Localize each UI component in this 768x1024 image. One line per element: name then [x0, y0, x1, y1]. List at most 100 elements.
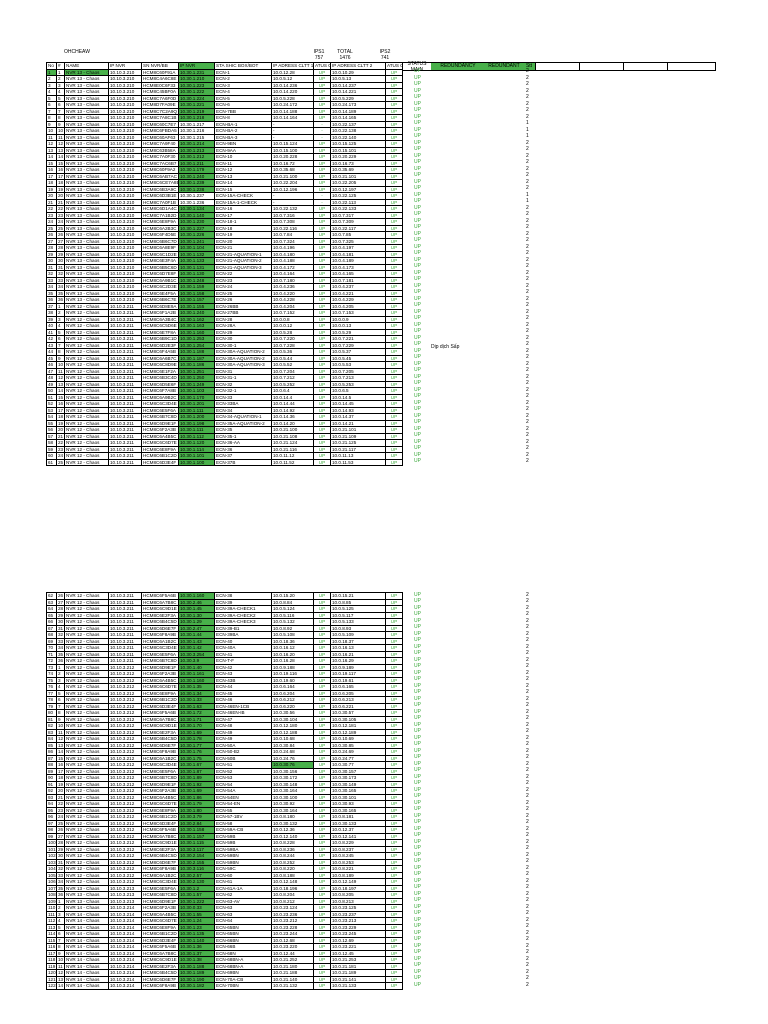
stt-value: 2 [526, 923, 529, 929]
stt-value: 2 [526, 250, 529, 256]
stt-value: 2 [526, 760, 529, 767]
stt-value: 2 [526, 663, 529, 669]
table-cell: HCM8C6B6C7E [141, 296, 179, 304]
main-status: UP [414, 897, 421, 903]
table-row: 5 5 NVR 13 - Chaos 10.10.3.210 HCM8C7A6F0D 10… [46, 94, 403, 102]
table-row: 72 36 NVR 12 - Chaos 10.10.3.211 HCM8C6B7C8D… [46, 657, 403, 665]
main-status: UP [414, 68, 421, 74]
table-cell: HCM8C6E1F2A [141, 367, 179, 375]
main-status: UP [414, 916, 421, 923]
table-cell: HCM8C6B6C7D [141, 237, 179, 245]
table-cell: 114 [46, 930, 57, 938]
main-status: UP [414, 445, 421, 451]
table-cell: HCM8C6E2F3A [141, 728, 179, 736]
stt-value: 2 [526, 438, 529, 445]
ips1-title: IPS1 [313, 49, 325, 55]
table-row: 82 10 NVR 12 - Chaos 10.10.3.212 HCM8C6C9D1E… [46, 722, 403, 730]
table-cell: HCM8C7A9F40 [141, 140, 179, 148]
table-cell: HCM8C6B7C8D [141, 774, 179, 782]
table-row: 43 7 NVR 12 - Chaos 10.10.3.211 HCM8C6D2E3F 1… [46, 341, 403, 349]
table-row: 84 12 NVR 12 - Chaos 10.10.3.212 HCM8C6B4C5D… [46, 735, 403, 743]
stt-value: 2 [526, 942, 529, 949]
stt-value: 2 [526, 968, 529, 975]
status-cell: UP [385, 787, 403, 795]
table-cell: HCM8C6C3D4E [141, 878, 179, 886]
main-status: UP [414, 354, 421, 360]
table-cell: HCM8C6C3D4E [141, 400, 179, 408]
table-row: 103 31 NVR 12 - Chaos 10.10.3.212 HCM8C6D6E7… [46, 858, 403, 866]
stt-value: 2 [526, 237, 529, 243]
stt-value: 2 [526, 806, 529, 812]
table-cell: HCM8C6F5A6B [141, 709, 179, 717]
table-cell: HCM8C6F8A9B [141, 982, 179, 990]
stt-value: 2 [526, 458, 529, 464]
table-cell: HCM8C6E2F3A [141, 962, 179, 970]
table-row: 12 12 NVR 13 - Chaos 10.10.3.210 HCM8C7A9F40… [46, 140, 403, 148]
table-row: 64 28 NVR 12 - Chaos 10.10.3.211 HCM8C6C9D1E… [46, 605, 403, 613]
stt-value: 2 [526, 74, 529, 81]
table-cell: HCM8C6D3E4F [141, 819, 179, 827]
stt-value: 2 [526, 308, 529, 315]
stt-value: 2 [526, 419, 529, 425]
status-cell: UP [385, 904, 403, 912]
stt-value: 2 [526, 100, 529, 107]
main-status: UP [414, 165, 421, 172]
status-cell: UP [385, 754, 403, 762]
status-cell: UP [385, 592, 403, 600]
status-cell: UP [385, 897, 403, 905]
stt-value: 2 [526, 172, 529, 178]
stt-value: 2 [526, 916, 529, 923]
redundant-header: REDUNDANT [485, 63, 524, 70]
status-cell: UP [385, 88, 403, 96]
main-status: UP [414, 302, 421, 308]
main-status: UP [414, 198, 421, 204]
stt-value: 2 [526, 708, 529, 715]
note-text: Dịp dịch Sấp [431, 344, 460, 350]
table-row: 90 18 NVR 12 - Chaos 10.10.3.212 HCM8C6B7C8D… [46, 774, 403, 782]
status-cell: UP [385, 611, 403, 619]
main-status: UP [414, 715, 421, 721]
main-status: UP [414, 321, 421, 328]
table-row: 24 24 NVR 13 - Chaos 10.10.3.210 HCM8C6E8F9A… [46, 218, 403, 226]
status-cell: UP [385, 741, 403, 749]
stt-value: 2 [526, 754, 529, 760]
status-cell: UP [385, 774, 403, 782]
table-row: 58 22 NVR 12 - Chaos 10.10.3.211 HCM8C6C6D7E… [46, 439, 403, 447]
stt-value: 2 [526, 864, 529, 871]
table-row: 21 21 NVR 13 - Chaos 10.10.3.210 HCM8C7A0F1B… [46, 198, 403, 206]
table-cell: ECN-30A-AQUATION-2 [214, 348, 272, 356]
main-status: UP [414, 217, 421, 224]
stt-value: 2 [526, 289, 529, 295]
main-status: UP [414, 650, 421, 656]
table-row: 73 1 NVR 12 - Chaos 10.10.3.212 HCM8C6D9E1F 1… [46, 663, 403, 671]
main-status: UP [414, 676, 421, 682]
column-header: IP ADRESS CLTT 1 [271, 62, 314, 70]
stt-value: 2 [526, 728, 529, 734]
stt-value: 2 [526, 328, 529, 334]
status-cell: UP [385, 735, 403, 743]
main-status: UP [414, 412, 421, 419]
table-cell: 100 [46, 839, 57, 847]
stt-value: 2 [526, 903, 529, 910]
stt-value: 2 [526, 107, 529, 113]
table-cell: HCM8C6D8E9A [141, 302, 179, 310]
status-cell: UP [385, 936, 403, 944]
table-cell: HCM8C6F4D5E [141, 231, 179, 239]
main-status: UP [414, 269, 421, 276]
main-status: UP [414, 812, 421, 819]
status-cell: UP [385, 605, 403, 613]
table-cell: HCM8C7A0F30 [141, 153, 179, 161]
status-cell: UP [385, 871, 403, 879]
table-cell: 25 [56, 458, 65, 466]
status-cell: UP [385, 780, 403, 788]
table-row: 110 2 NVR 14 - Chaos 10.10.3.214 HCM8C6F2A3B… [46, 904, 403, 912]
main-status: UP [414, 604, 421, 611]
table-cell: HCM8C6B7C8D [141, 657, 179, 665]
table-row: 46 10 NVR 12 - Chaos 10.10.3.211 HCM8C6C8D9E… [46, 361, 403, 369]
main-status: UP [414, 399, 421, 406]
stt-value: 2 [526, 780, 529, 786]
stt-value: 2 [526, 884, 529, 890]
table-row: 117 9 NVR 14 - Chaos 10.10.3.214 HCM8C6A7B8C… [46, 949, 403, 957]
main-status: UP [414, 773, 421, 780]
main-status: UP [414, 832, 421, 838]
